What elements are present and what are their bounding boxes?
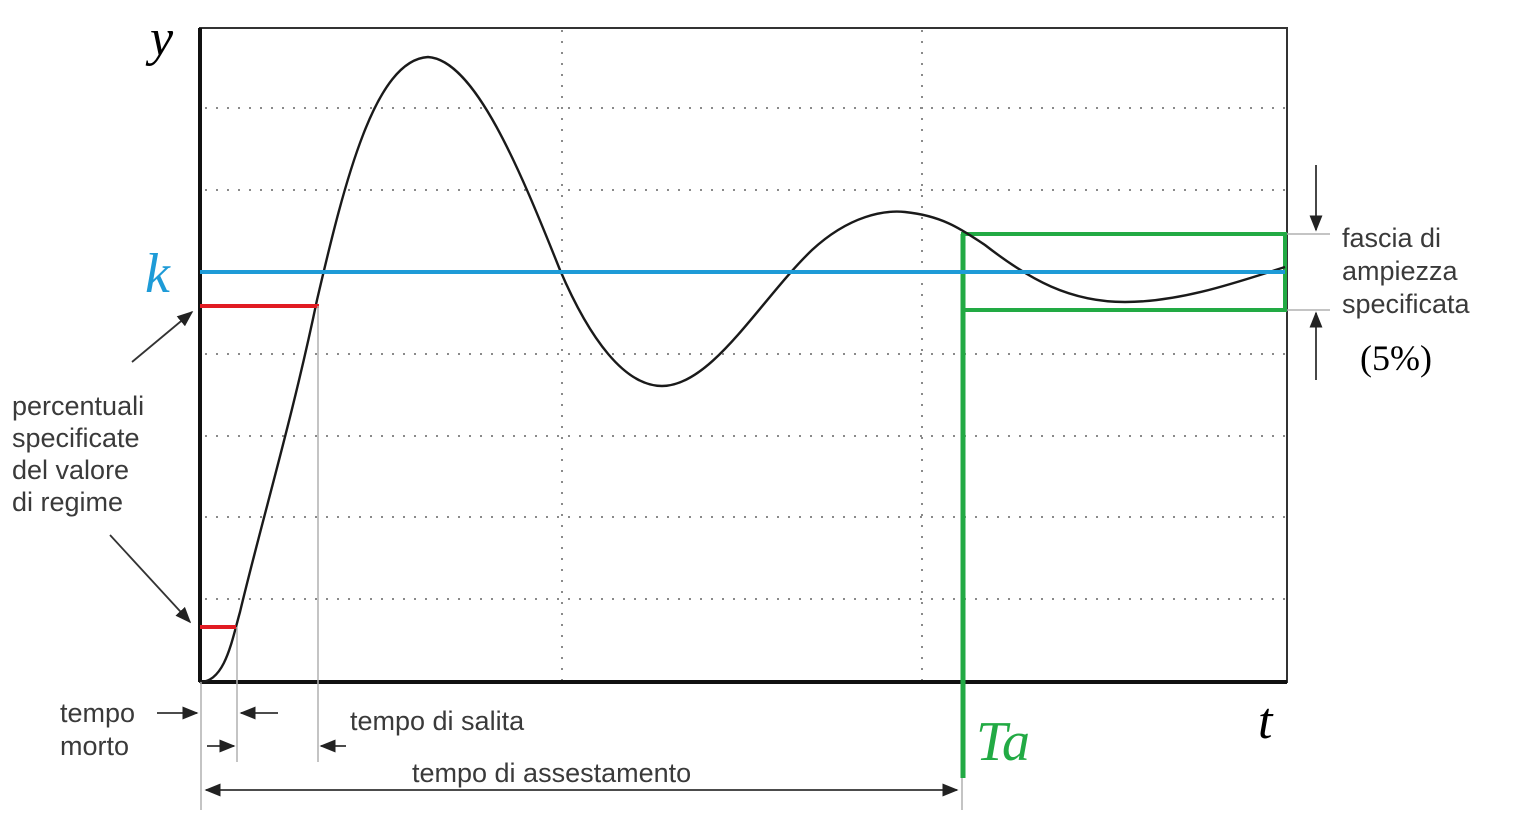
y-axis-label: y [145, 10, 174, 67]
percent-lower-arrow [109, 534, 192, 624]
t-axis-label: t [1258, 693, 1274, 750]
percent-label-line2: specificate [12, 423, 140, 453]
band-label-line1: fascia di [1342, 223, 1441, 253]
band-label-line3: specificata [1342, 289, 1471, 319]
dead-time-label-line1: tempo [60, 698, 135, 728]
rise-time-label: tempo di salita [350, 706, 525, 736]
percent-upper-arrow [131, 310, 194, 363]
percent-label-line1: percentuali [12, 391, 144, 421]
response-curve [199, 55, 1286, 684]
percent-label-line4: di regime [12, 487, 123, 517]
k-label: k [145, 243, 171, 305]
ta-label: Ta [976, 711, 1030, 773]
dead-time-label-line2: morto [60, 731, 129, 761]
percent-label-line3: del valore [12, 455, 129, 485]
band-percent-label: (5%) [1360, 338, 1432, 378]
plot-frame [199, 27, 1288, 683]
band-label-line2: ampiezza [1342, 256, 1459, 286]
settling-time-label: tempo di assestamento [412, 758, 691, 788]
